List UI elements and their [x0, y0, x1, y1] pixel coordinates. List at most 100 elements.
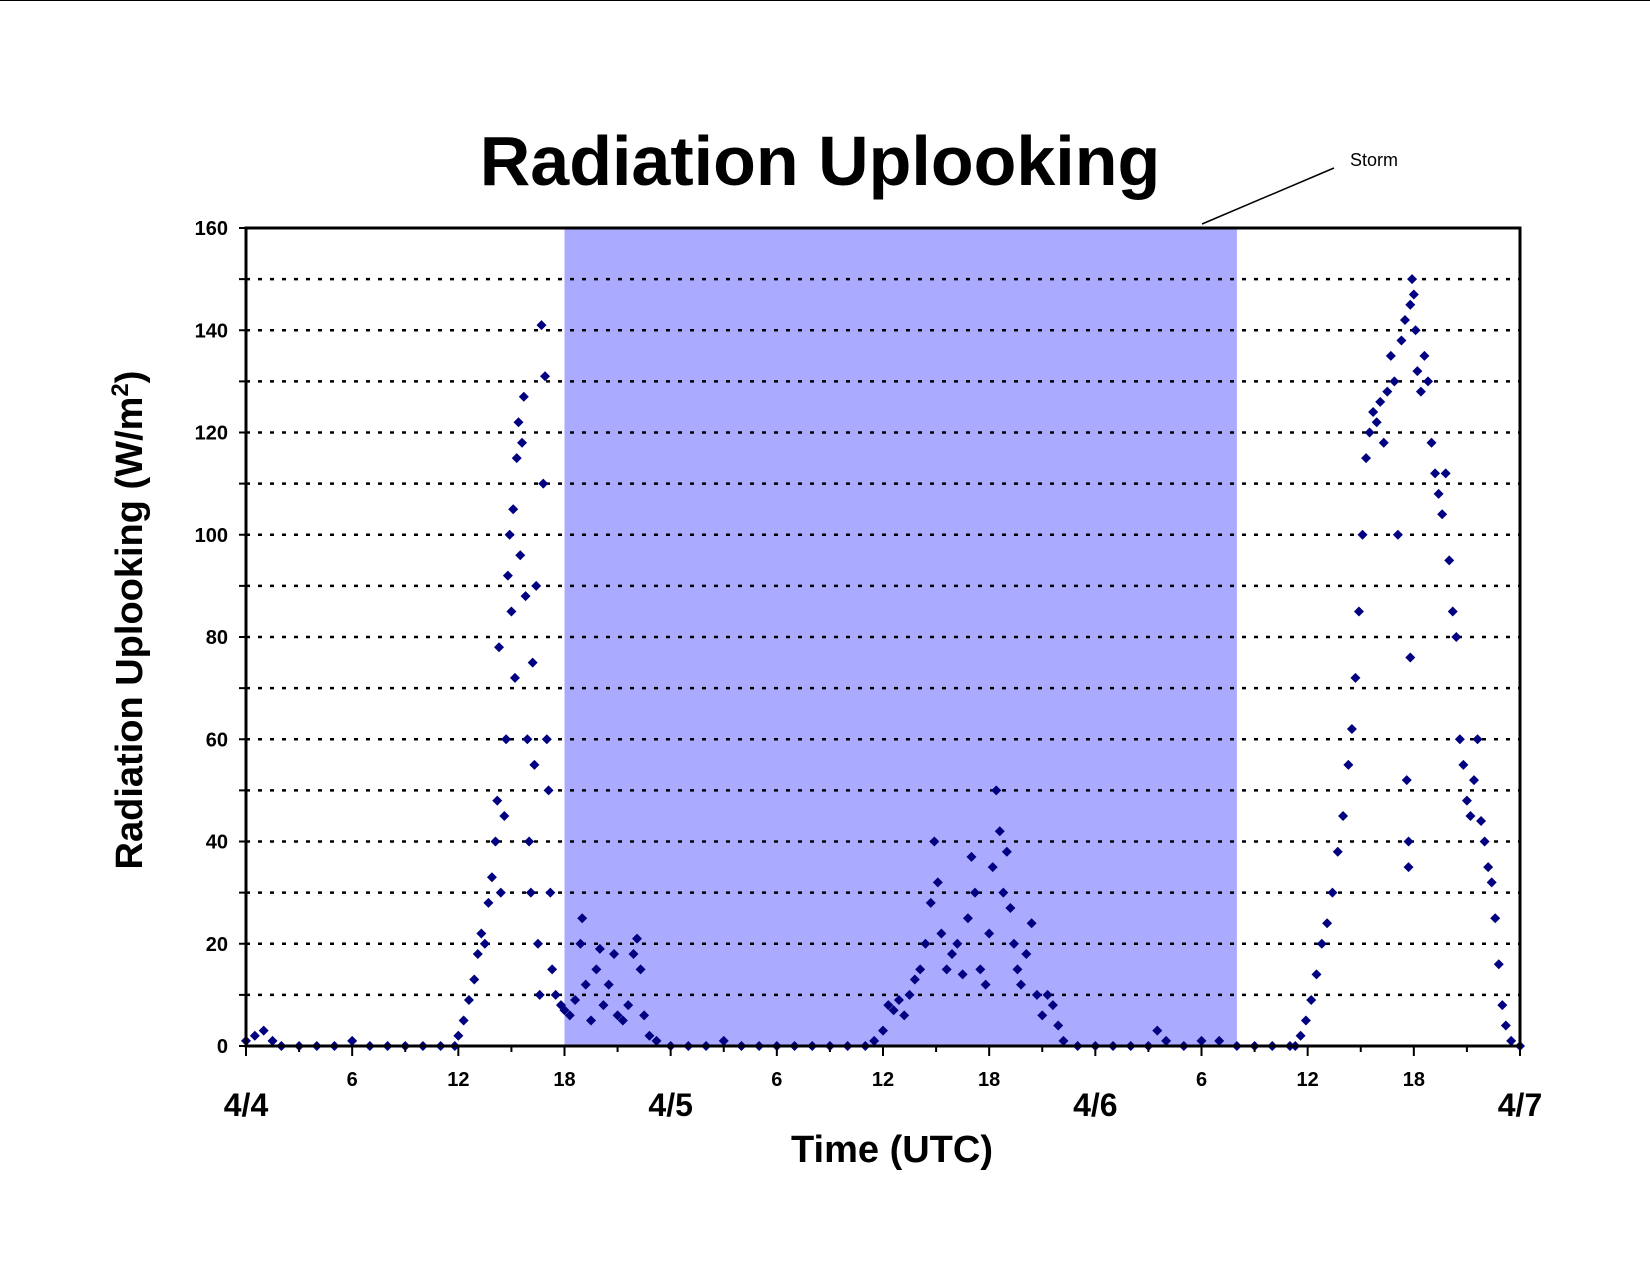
data-point — [1375, 396, 1386, 407]
data-point — [538, 478, 549, 489]
data-point — [527, 657, 538, 668]
x-tick-label: 6 — [1196, 1069, 1207, 1091]
data-point — [1295, 1030, 1306, 1041]
data-point — [531, 580, 542, 591]
y-tick-label: 20 — [206, 934, 228, 956]
data-point — [1338, 810, 1349, 821]
y-tick-label: 160 — [195, 218, 228, 240]
data-point — [494, 642, 505, 653]
y-axis-label-main: Radiation Uplooking (W/m — [109, 397, 151, 870]
data-point — [476, 928, 487, 939]
page-top-border — [0, 0, 1650, 1]
y-axis-label-close: ) — [109, 371, 151, 384]
data-point — [515, 550, 526, 561]
y-tick-label: 0 — [217, 1036, 228, 1058]
data-point — [517, 437, 528, 448]
data-point — [883, 1000, 894, 1011]
data-point — [258, 1025, 269, 1036]
data-point — [1016, 979, 1027, 990]
data-point — [564, 1010, 575, 1021]
data-point — [499, 810, 510, 821]
y-tick-label: 60 — [206, 729, 228, 751]
data-point — [1368, 407, 1379, 418]
data-point — [591, 964, 602, 975]
data-point — [1483, 862, 1494, 873]
data-point — [1350, 672, 1361, 683]
data-point — [635, 964, 646, 975]
data-point — [1396, 335, 1407, 346]
data-point — [1476, 816, 1487, 827]
data-point — [920, 938, 931, 949]
data-point — [540, 371, 551, 382]
data-point — [962, 913, 973, 924]
data-point — [957, 969, 968, 980]
data-point — [1407, 274, 1418, 285]
data-point — [536, 320, 547, 331]
data-point — [522, 734, 533, 745]
data-point — [651, 1035, 662, 1046]
data-point — [1042, 989, 1053, 1000]
y-axis-label-superscript: 2 — [107, 383, 134, 396]
data-point — [1353, 606, 1364, 617]
data-point — [1008, 938, 1019, 949]
data-point — [513, 417, 524, 428]
data-point — [501, 734, 512, 745]
data-point — [469, 974, 480, 985]
data-point — [1306, 994, 1317, 1005]
data-point — [506, 606, 517, 617]
data-point — [991, 785, 1002, 796]
data-point — [550, 989, 561, 1000]
data-point — [249, 1030, 260, 1041]
data-point — [529, 759, 540, 770]
data-point — [570, 994, 581, 1005]
data-point — [1311, 969, 1322, 980]
data-point — [1451, 632, 1462, 642]
data-point — [1001, 846, 1012, 857]
x-tick-label: 12 — [872, 1069, 894, 1091]
data-point — [1454, 734, 1465, 745]
data-point — [893, 994, 904, 1005]
x-tick-label: 18 — [978, 1069, 1000, 1091]
data-point — [1444, 555, 1455, 566]
data-point — [925, 897, 936, 908]
data-point — [541, 734, 552, 745]
data-point — [575, 938, 586, 949]
x-day-label: 4/5 — [648, 1087, 692, 1123]
data-point — [547, 964, 558, 975]
x-day-label: 4/4 — [224, 1087, 269, 1123]
data-point — [1196, 1035, 1207, 1046]
data-point — [632, 933, 643, 944]
data-point — [966, 851, 977, 862]
data-point — [1410, 325, 1421, 336]
data-point — [1458, 759, 1469, 770]
data-point — [987, 862, 998, 873]
data-point — [915, 964, 926, 975]
data-point — [932, 877, 943, 888]
data-point — [904, 989, 915, 1000]
data-point — [998, 887, 1009, 898]
data-point — [639, 1010, 650, 1021]
data-point — [1415, 386, 1426, 397]
data-point — [1161, 1035, 1172, 1046]
data-point — [644, 1030, 655, 1041]
data-point — [1385, 350, 1396, 361]
data-point — [1447, 606, 1458, 617]
data-point — [1403, 862, 1414, 873]
y-axis-ticks: 0 20 40 60 80 100 120 140 160 — [195, 218, 246, 1058]
data-point — [1378, 437, 1389, 448]
data-point — [502, 570, 513, 581]
data-point — [559, 1005, 570, 1016]
data-point — [1005, 902, 1016, 913]
data-point — [472, 948, 483, 959]
data-point — [490, 836, 501, 847]
x-tick-label: 6 — [347, 1069, 358, 1091]
data-point — [509, 672, 520, 683]
data-point — [1392, 529, 1403, 540]
data-point — [598, 1000, 609, 1011]
data-point — [1440, 468, 1451, 479]
x-day-label: 4/7 — [1498, 1087, 1542, 1123]
data-point — [1500, 1020, 1511, 1031]
data-point — [1031, 989, 1042, 1000]
data-point — [1053, 1020, 1064, 1031]
